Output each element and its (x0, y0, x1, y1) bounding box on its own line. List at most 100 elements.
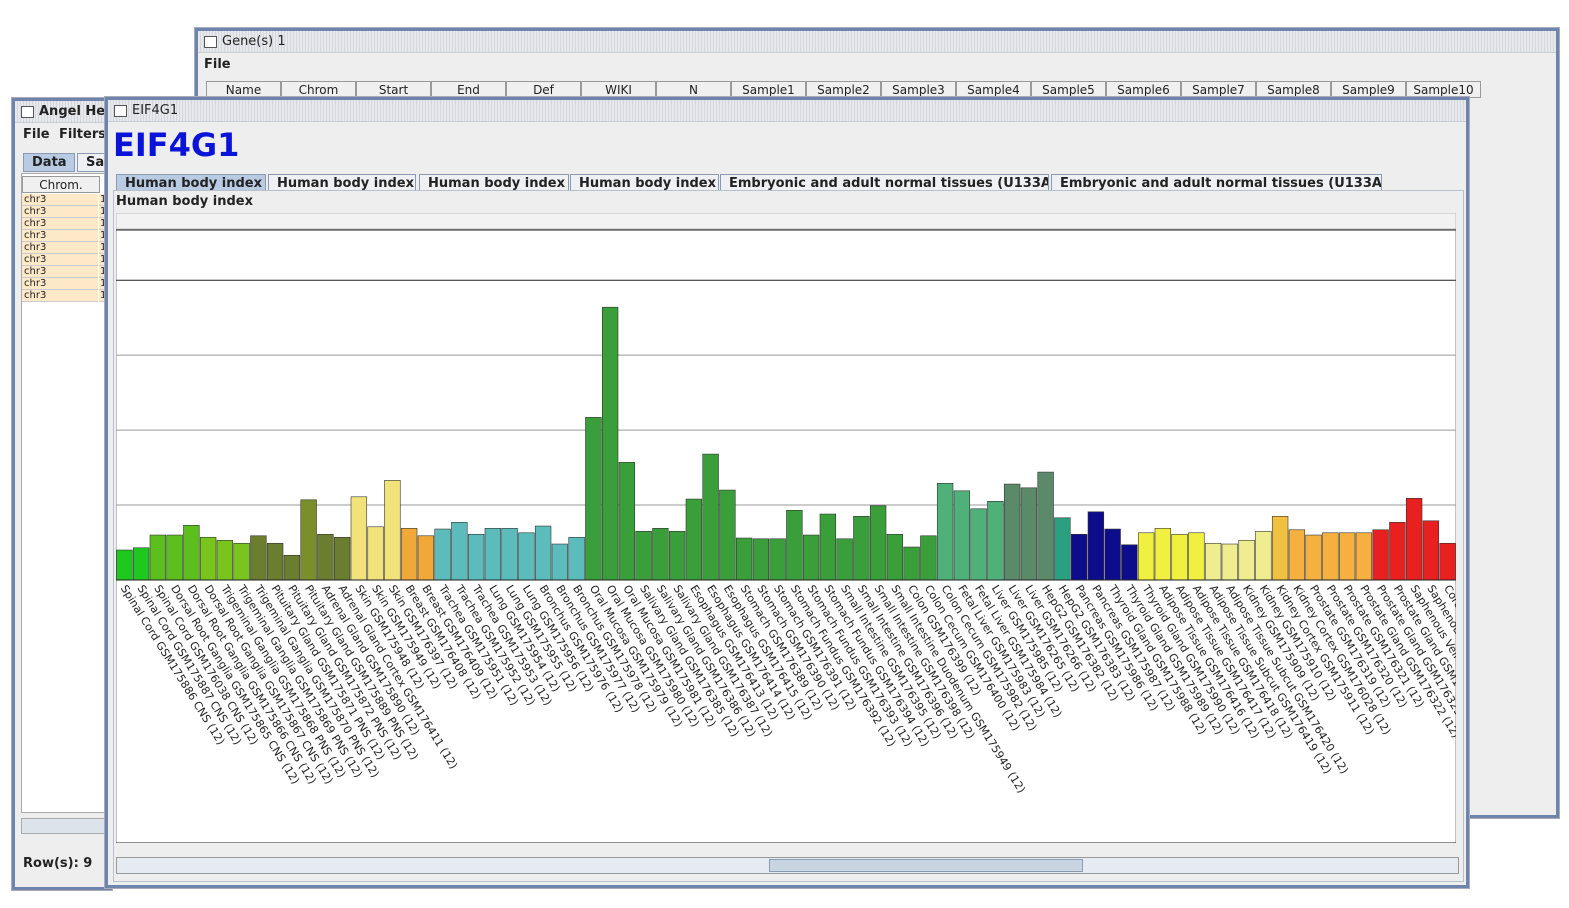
bar (1020, 487, 1038, 581)
table-cell: chr3 (22, 266, 98, 278)
bar (1104, 528, 1121, 581)
tab[interactable]: Human body index (419, 174, 569, 193)
tab[interactable]: Human body index (570, 174, 719, 193)
scrollbar[interactable] (116, 857, 1459, 874)
bar (1121, 544, 1138, 581)
bar (585, 417, 602, 581)
bar (367, 526, 384, 581)
bar (1355, 532, 1373, 581)
column-header[interactable]: Sample6 (1106, 81, 1181, 98)
table: Chrom. chr3 1 chr3 1 chr3 1 chr3 1 chr3 1 chr3 1 chr… (21, 173, 109, 813)
bar (953, 490, 971, 581)
bar (903, 546, 920, 581)
bar (1271, 515, 1289, 581)
column-header[interactable]: End (431, 81, 506, 98)
table-header: Name Chrom Start End Def WIKI N Sample1 Sample2 S… (203, 79, 1563, 99)
bar (216, 539, 234, 581)
bar (1154, 527, 1172, 581)
angel-window: Angel He File Filters Data Sa Chrom. chr… (12, 98, 112, 890)
table-cell: chr3 (22, 254, 98, 266)
bar (869, 505, 887, 581)
bar (769, 538, 786, 581)
table-cell: chr3 (22, 206, 98, 218)
bar (1087, 511, 1105, 581)
column-header[interactable]: Sample9 (1331, 81, 1406, 98)
column-header[interactable]: Start (356, 81, 431, 98)
chart-background (116, 213, 1456, 843)
bar (266, 542, 284, 581)
column-header[interactable]: Sample3 (881, 81, 956, 98)
bar (1221, 543, 1239, 581)
bar (1439, 542, 1456, 581)
table-cell: 1 (99, 218, 109, 230)
tab[interactable]: Embryonic and adult normal tissues (U133… (1051, 174, 1382, 193)
menu-item[interactable]: File (204, 57, 231, 72)
bar (1054, 517, 1071, 581)
bar (116, 549, 133, 581)
menu-item[interactable]: Filters (59, 127, 106, 142)
bar (802, 534, 820, 581)
table-cell: chr3 (22, 278, 98, 290)
title-bar: Gene(s) 1 (198, 31, 1556, 53)
column-header[interactable]: Sample7 (1181, 81, 1256, 98)
tab[interactable]: Sa (77, 153, 109, 172)
bar (451, 521, 468, 581)
table-cell: chr3 (22, 218, 98, 230)
bar (970, 508, 987, 581)
column-header[interactable]: Sample10 (1406, 81, 1481, 98)
bar (300, 499, 317, 581)
table-cell: chr3 (22, 230, 98, 242)
bar (1288, 529, 1306, 581)
title-bar: EIF4G1 (108, 100, 1466, 122)
column-header[interactable]: Chrom (281, 81, 356, 98)
scroll-thumb[interactable] (769, 859, 1083, 872)
bar (735, 537, 753, 581)
table-cell: 1 (99, 266, 109, 278)
bar (1171, 533, 1188, 581)
tab[interactable]: Embryonic and adult normal tissues (U133… (720, 174, 1049, 193)
bar (484, 527, 502, 581)
column-header[interactable]: Sample5 (1031, 81, 1106, 98)
bar (166, 534, 183, 581)
column-header[interactable]: Name (206, 81, 281, 98)
tab[interactable]: Data (23, 153, 75, 172)
column-header[interactable]: Sample1 (731, 81, 806, 98)
bar (183, 524, 200, 581)
table-cell: 1 (99, 206, 109, 218)
window-title: EIF4G1 (132, 103, 179, 118)
bar (518, 532, 535, 581)
column-header: Chrom. (22, 176, 100, 193)
bar (534, 525, 552, 581)
table-cell: 1 (99, 230, 109, 242)
tab-strip: Human body index Human body index Human bo… (108, 171, 1468, 193)
column-header[interactable]: Sample2 (806, 81, 881, 98)
column-header[interactable]: Sample8 (1256, 81, 1331, 98)
bar (1338, 532, 1356, 581)
scrollbar[interactable] (21, 818, 109, 834)
bar (568, 536, 585, 581)
bar (1372, 529, 1389, 581)
table-cell: 1 (99, 194, 109, 206)
bar (618, 462, 636, 581)
window-title: Angel He (39, 104, 106, 119)
tab[interactable]: Human body index (116, 174, 266, 193)
bar (635, 530, 652, 581)
table-cell: chr3 (22, 194, 98, 206)
bar (149, 534, 167, 581)
title-bar: Angel He (15, 101, 109, 123)
bar (400, 527, 418, 581)
bar (836, 538, 853, 581)
column-header[interactable]: N (656, 81, 731, 98)
column-header[interactable]: WIKI (581, 81, 656, 98)
table-cell: 1 (99, 254, 109, 266)
bar (434, 528, 451, 581)
chart: Spinal Cord GSM175886 CNS (12)Spinal Cor… (116, 213, 1456, 843)
bar (1003, 483, 1021, 581)
bar (384, 480, 401, 581)
bar (702, 453, 719, 581)
column-header[interactable]: Sample4 (956, 81, 1031, 98)
bar (1238, 539, 1255, 581)
menu-item[interactable]: File (23, 127, 50, 142)
column-header[interactable]: Def (506, 81, 581, 98)
bar (1405, 498, 1423, 581)
